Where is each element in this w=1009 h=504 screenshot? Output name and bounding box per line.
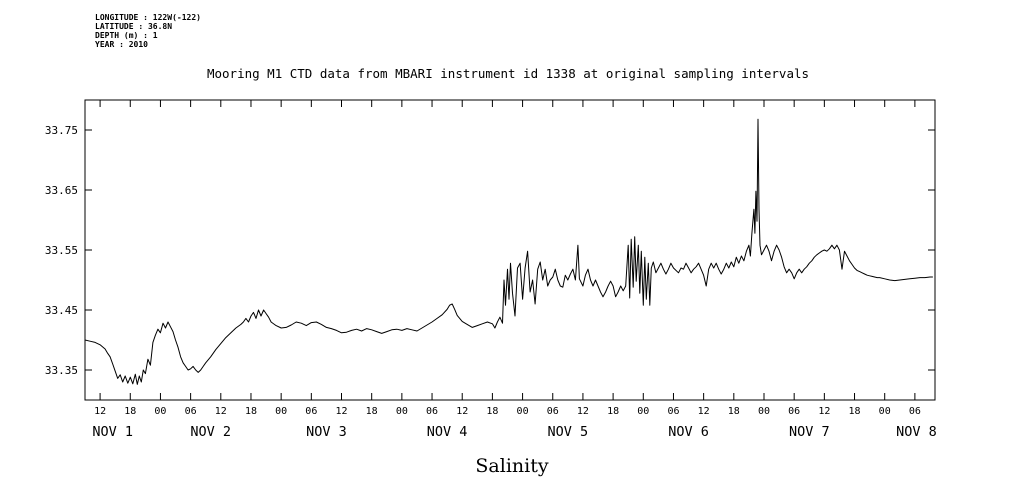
x-day-label: NOV 6 (668, 424, 709, 440)
x-tick-label: 18 (728, 406, 740, 417)
y-tick-label: 33.45 (45, 304, 78, 317)
y-tick-label: 33.55 (45, 244, 78, 257)
x-day-label: NOV 3 (306, 424, 347, 440)
year-label: YEAR : 2010 (95, 40, 148, 49)
x-tick-label: 18 (245, 406, 257, 417)
axis-ticks (85, 100, 935, 400)
depth-label: DEPTH (m) : 1 (95, 31, 158, 40)
x-tick-label: 12 (456, 406, 468, 417)
x-day-label: NOV 2 (190, 424, 231, 440)
x-tick-label: 18 (486, 406, 498, 417)
x-day-label: NOV 5 (548, 424, 589, 440)
x-day-label: NOV 4 (427, 424, 468, 440)
y-tick-labels: 33.35 33.45 33.55 33.65 33.75 (45, 124, 78, 377)
x-tick-label: 12 (94, 406, 106, 417)
salinity-line (84, 118, 933, 385)
x-tick-label: 18 (849, 406, 861, 417)
x-day-label: NOV 8 (896, 424, 937, 440)
x-tick-label: 18 (124, 406, 136, 417)
x-day-label: NOV 1 (92, 424, 133, 440)
x-tick-label: 00 (154, 406, 166, 417)
x-tick-label: 12 (698, 406, 710, 417)
x-tick-label: 06 (547, 406, 559, 417)
x-tick-label: 12 (818, 406, 830, 417)
x-tick-label: 06 (305, 406, 317, 417)
x-axis-title: Salinity (475, 455, 548, 477)
x-day-label: NOV 7 (789, 424, 830, 440)
y-tick-label: 33.75 (45, 124, 78, 137)
y-tick-label: 33.35 (45, 364, 78, 377)
x-tick-label: 06 (788, 406, 800, 417)
x-tick-label: 00 (879, 406, 891, 417)
x-tick-label: 06 (426, 406, 438, 417)
salinity-series (84, 118, 933, 385)
x-tick-label: 18 (366, 406, 378, 417)
x-tick-label: 00 (275, 406, 287, 417)
x-tick-label: 00 (637, 406, 649, 417)
longitude-label: LONGITUDE : 122W(-122) (95, 13, 201, 22)
x-tick-label: 06 (667, 406, 679, 417)
x-tick-labels: 12 18 00 06 12 18 00 06 12 18 00 06 12 18 00 06 12 18 00 06… (94, 406, 921, 417)
x-day-labels: NOV 1 NOV 2 NOV 3 NOV 4 NOV 5 NOV 6 NOV 7 NOV 8 (92, 424, 936, 440)
x-tick-label: 00 (517, 406, 529, 417)
y-tick-label: 33.65 (45, 184, 78, 197)
x-tick-label: 00 (396, 406, 408, 417)
x-tick-label: 06 (185, 406, 197, 417)
x-tick-label: 12 (335, 406, 347, 417)
x-tick-label: 12 (215, 406, 227, 417)
x-tick-label: 00 (758, 406, 770, 417)
latitude-label: LATITUDE : 36.8N (95, 22, 172, 31)
header-metadata: LONGITUDE : 122W(-122) LATITUDE : 36.8N … (95, 13, 201, 49)
chart-title: Mooring M1 CTD data from MBARI instrumen… (207, 66, 809, 81)
x-tick-label: 18 (607, 406, 619, 417)
x-tick-label: 12 (577, 406, 589, 417)
x-tick-label: 06 (909, 406, 921, 417)
